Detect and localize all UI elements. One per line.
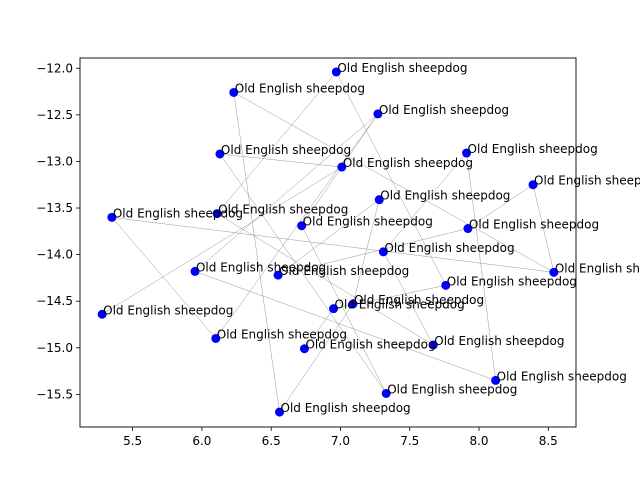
point-label: Old English sheepdog	[217, 327, 347, 341]
point-label: Old English sheepdog	[497, 369, 627, 383]
connection-line	[383, 251, 434, 346]
y-tick-label: −12.0	[36, 61, 73, 75]
data-point	[97, 309, 107, 319]
data-point	[337, 162, 347, 172]
data-point	[229, 87, 239, 97]
connection-line	[466, 153, 496, 381]
x-axis-ticks: 5.5 6.0 6.5 7.0 7.5 8.0 8.5	[123, 427, 558, 448]
point-label: Old English sheepdog	[196, 260, 326, 274]
point-label: Old English sheepdog	[281, 401, 411, 415]
x-tick-label: 6.5	[262, 434, 281, 448]
connection-line	[467, 184, 534, 229]
y-tick-label: −13.5	[36, 201, 73, 215]
point-label: Old English sheepdog	[113, 206, 243, 220]
connection-line	[278, 228, 468, 276]
data-point	[374, 195, 384, 205]
data-point	[331, 67, 341, 77]
connection-line	[304, 308, 334, 349]
axes-frame	[79, 57, 577, 428]
connection-line	[111, 217, 554, 273]
data-point	[215, 149, 225, 159]
data-point	[528, 180, 538, 190]
connection-line	[383, 152, 467, 252]
connection-line	[532, 184, 555, 273]
x-tick-label: 5.5	[123, 434, 142, 448]
data-point	[373, 109, 383, 119]
connection-line	[277, 199, 380, 276]
point-label: Old English sheepdog	[380, 189, 510, 203]
y-tick-label: −15.0	[36, 341, 73, 355]
data-point	[107, 212, 117, 222]
x-tick-label: 8.5	[539, 434, 558, 448]
data-point	[212, 209, 222, 219]
connection-line	[279, 303, 354, 413]
point-label: Old English sheepdog	[218, 203, 348, 217]
y-tick-label: −13.0	[36, 154, 73, 168]
point-label: Old English sheepdog	[387, 382, 517, 396]
x-tick-label: 7.0	[331, 434, 350, 448]
data-point	[273, 270, 283, 280]
y-tick-label: −12.5	[36, 108, 73, 122]
y-tick-label: −15.5	[36, 387, 73, 401]
point-label: Old English sheepdog	[384, 241, 514, 255]
data-point	[491, 375, 501, 385]
x-tick-label: 8.0	[469, 434, 488, 448]
point-label: Old English sheepdog	[468, 142, 598, 156]
point-label: Old English sheepdog	[303, 215, 433, 229]
point-label: Old English sheepdog	[434, 334, 564, 348]
data-point	[297, 221, 307, 231]
data-point	[441, 280, 451, 290]
x-tick-label: 7.5	[400, 434, 419, 448]
connection-line	[111, 217, 216, 339]
data-point	[190, 266, 200, 276]
point-label: Old English sheepdog	[379, 103, 509, 117]
point-label: Old English sheepdog	[534, 174, 640, 188]
connection-line	[194, 113, 379, 272]
connection-line	[301, 225, 387, 394]
connection-line	[233, 92, 280, 413]
point-label: Old English sheepdog	[279, 264, 409, 278]
data-point	[549, 267, 559, 277]
point-label: Old English sheepdog	[343, 156, 473, 170]
connection-line	[219, 153, 387, 394]
data-point	[275, 407, 285, 417]
data-points	[97, 67, 559, 417]
y-tick-label: −14.0	[36, 248, 73, 262]
data-point	[462, 148, 472, 158]
connection-line	[216, 71, 337, 214]
point-label: Old English sheepdog	[235, 81, 365, 95]
connection-lines	[102, 71, 555, 413]
data-point	[378, 247, 388, 257]
x-tick-label: 6.0	[192, 434, 211, 448]
data-point	[329, 304, 339, 314]
y-axis-ticks: −15.5 −15.0 −14.5 −14.0 −13.5 −13.0 −12.5 −12.0	[36, 61, 80, 401]
point-label: Old English sheepdog	[337, 61, 467, 75]
connection-line	[194, 271, 496, 381]
y-tick-label: −14.5	[36, 294, 73, 308]
point-label: Old English sheepdog	[305, 338, 435, 352]
point-label: Old English sheepdog	[555, 261, 640, 275]
data-point	[381, 388, 391, 398]
point-label: Old English sheepdog	[469, 218, 599, 232]
connection-line	[215, 113, 379, 339]
point-label: Old English sheepdog	[221, 143, 351, 157]
data-point	[428, 340, 438, 350]
point-label: Old English sheepdog	[103, 303, 233, 317]
point-label: Old English sheepdog	[335, 298, 465, 312]
connection-line	[336, 71, 446, 286]
data-point	[299, 344, 309, 354]
connection-line	[352, 199, 380, 305]
point-label: Old English sheepdog	[354, 293, 484, 307]
data-point	[348, 299, 358, 309]
data-point	[211, 333, 221, 343]
connection-line	[219, 153, 342, 168]
point-label: Old English sheepdog	[447, 274, 577, 288]
connection-line	[102, 166, 342, 315]
data-point	[463, 224, 473, 234]
connection-line	[233, 92, 554, 273]
connection-line	[217, 213, 434, 346]
